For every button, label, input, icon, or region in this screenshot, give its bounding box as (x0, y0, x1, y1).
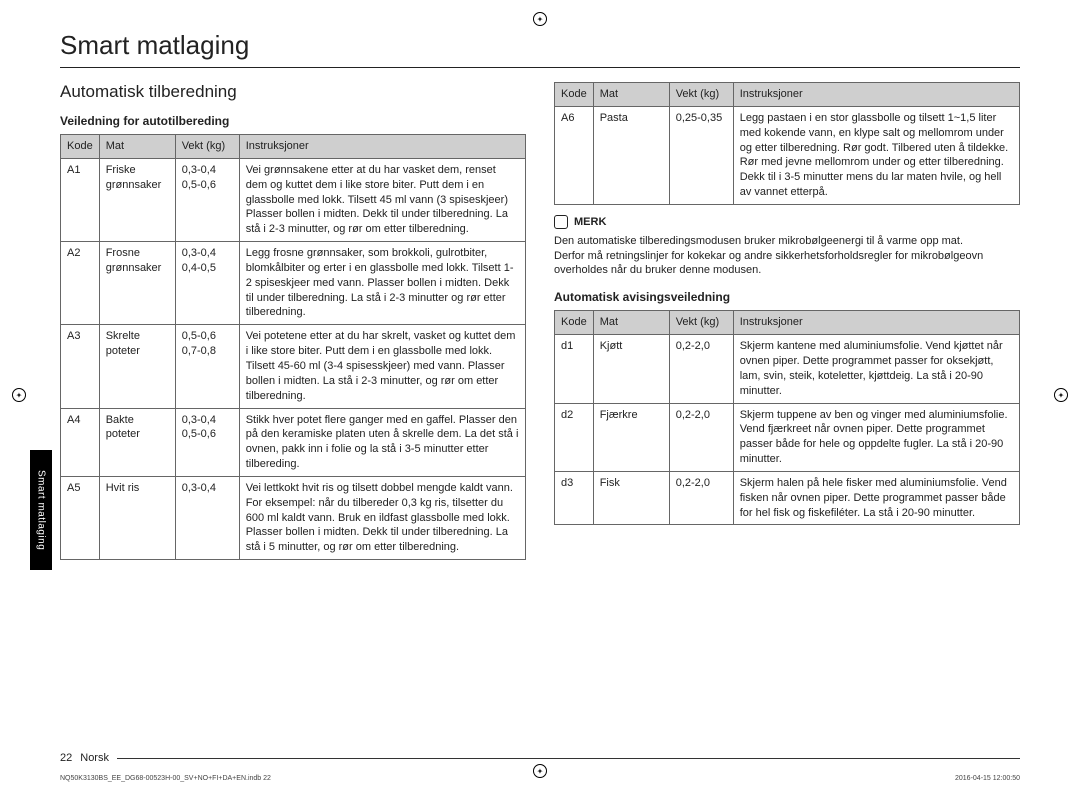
th-kode: Kode (61, 135, 100, 159)
section-heading: Automatisk tilberedning (60, 82, 526, 102)
cell-kode: A1 (61, 158, 100, 241)
th-mat: Mat (593, 83, 669, 107)
crop-mark-icon (1054, 388, 1068, 402)
th-mat: Mat (99, 135, 175, 159)
right-column: Kode Mat Vekt (kg) Instruksjoner A6Pasta… (554, 82, 1020, 560)
table-row: A3Skrelte poteter0,5-0,6 0,7-0,8Vei pote… (61, 325, 526, 408)
cell-mat: Kjøtt (593, 335, 669, 403)
table2-caption: Automatisk avisingsveiledning (554, 290, 1020, 304)
note-icon (554, 215, 568, 229)
auto-defrost-table: Kode Mat Vekt (kg) Instruksjoner d1Kjøtt… (554, 310, 1020, 525)
table-row: A2Frosne grønnsaker0,3-0,4 0,4-0,5Legg f… (61, 242, 526, 325)
auto-cooking-table-cont: Kode Mat Vekt (kg) Instruksjoner A6Pasta… (554, 82, 1020, 205)
cell-instr: Skjerm kantene med aluminiumsfolie. Vend… (733, 335, 1019, 403)
th-vekt: Vekt (kg) (669, 83, 733, 107)
table-row: A5Hvit ris0,3-0,4Vei lettkokt hvit ris o… (61, 476, 526, 559)
page-title: Smart matlaging (60, 30, 1020, 61)
note-label: MERK (574, 215, 606, 230)
cell-kode: d2 (555, 403, 594, 471)
cell-kode: d1 (555, 335, 594, 403)
th-vekt: Vekt (kg) (175, 135, 239, 159)
table-row: A1Friske grønnsaker0,3-0,4 0,5-0,6Vei gr… (61, 158, 526, 241)
cell-instr: Legg pastaen i en stor glassbolle og til… (733, 106, 1019, 204)
note-line: Den automatiske tilberedingsmodusen bruk… (554, 234, 1020, 249)
cell-mat: Fisk (593, 471, 669, 525)
cell-kode: A6 (555, 106, 594, 204)
cell-mat: Fjærkre (593, 403, 669, 471)
cell-kode: A2 (61, 242, 100, 325)
th-instr: Instruksjoner (733, 311, 1019, 335)
th-vekt: Vekt (kg) (669, 311, 733, 335)
cell-instr: Stikk hver potet flere ganger med en gaf… (239, 408, 525, 476)
page-number: 22 (60, 752, 72, 764)
title-divider (60, 67, 1020, 68)
cell-vekt: 0,3-0,4 (175, 476, 239, 559)
cell-vekt: 0,2-2,0 (669, 335, 733, 403)
cell-instr: Vei grønnsakene etter at du har vasket d… (239, 158, 525, 241)
table-row: A4Bakte poteter0,3-0,4 0,5-0,6Stikk hver… (61, 408, 526, 476)
page-footer: 22 Norsk (60, 752, 1020, 764)
cell-mat: Bakte poteter (99, 408, 175, 476)
cell-instr: Skjerm tuppene av ben og vinger med alum… (733, 403, 1019, 471)
cell-vekt: 0,5-0,6 0,7-0,8 (175, 325, 239, 408)
cell-instr: Vei lettkokt hvit ris og tilsett dobbel … (239, 476, 525, 559)
th-kode: Kode (555, 83, 594, 107)
cell-instr: Legg frosne grønnsaker, som brokkoli, gu… (239, 242, 525, 325)
cell-kode: d3 (555, 471, 594, 525)
cell-mat: Friske grønnsaker (99, 158, 175, 241)
note-line: overholdes når du bruker denne modusen. (554, 263, 1020, 278)
table-row: d2Fjærkre0,2-2,0Skjerm tuppene av ben og… (555, 403, 1020, 471)
page-language: Norsk (80, 752, 109, 764)
cell-vekt: 0,2-2,0 (669, 403, 733, 471)
cell-instr: Skjerm halen på hele fisker med aluminiu… (733, 471, 1019, 525)
print-timestamp: 2016-04-15 12:00:50 (955, 775, 1020, 782)
print-footer: NQ50K3130BS_EE_DG68-00523H-00_SV+NO+FI+D… (60, 775, 1020, 782)
cell-mat: Frosne grønnsaker (99, 242, 175, 325)
crop-mark-icon (12, 388, 26, 402)
table-row: A6Pasta0,25-0,35Legg pastaen i en stor g… (555, 106, 1020, 204)
th-kode: Kode (555, 311, 594, 335)
th-instr: Instruksjoner (733, 83, 1019, 107)
cell-mat: Skrelte poteter (99, 325, 175, 408)
table-row: d1Kjøtt0,2-2,0Skjerm kantene med alumini… (555, 335, 1020, 403)
cell-kode: A5 (61, 476, 100, 559)
cell-vekt: 0,3-0,4 0,5-0,6 (175, 158, 239, 241)
cell-kode: A4 (61, 408, 100, 476)
cell-vekt: 0,25-0,35 (669, 106, 733, 204)
footer-rule (117, 758, 1020, 759)
th-instr: Instruksjoner (239, 135, 525, 159)
left-column: Automatisk tilberedning Veiledning for a… (60, 82, 526, 560)
note-block: MERK Den automatiske tilberedingsmodusen… (554, 215, 1020, 278)
th-mat: Mat (593, 311, 669, 335)
cell-mat: Pasta (593, 106, 669, 204)
cell-vekt: 0,3-0,4 0,4-0,5 (175, 242, 239, 325)
auto-cooking-table: Kode Mat Vekt (kg) Instruksjoner A1Frisk… (60, 134, 526, 560)
cell-vekt: 0,3-0,4 0,5-0,6 (175, 408, 239, 476)
section-side-tab: Smart matlaging (30, 450, 52, 570)
cell-mat: Hvit ris (99, 476, 175, 559)
cell-kode: A3 (61, 325, 100, 408)
table-row: d3Fisk0,2-2,0Skjerm halen på hele fisker… (555, 471, 1020, 525)
cell-instr: Vei potetene etter at du har skrelt, vas… (239, 325, 525, 408)
table1-caption: Veiledning for autotilbereding (60, 114, 526, 128)
crop-mark-icon (533, 12, 547, 26)
cell-vekt: 0,2-2,0 (669, 471, 733, 525)
note-line: Derfor må retningslinjer for kokekar og … (554, 249, 1020, 264)
print-file-path: NQ50K3130BS_EE_DG68-00523H-00_SV+NO+FI+D… (60, 775, 271, 782)
